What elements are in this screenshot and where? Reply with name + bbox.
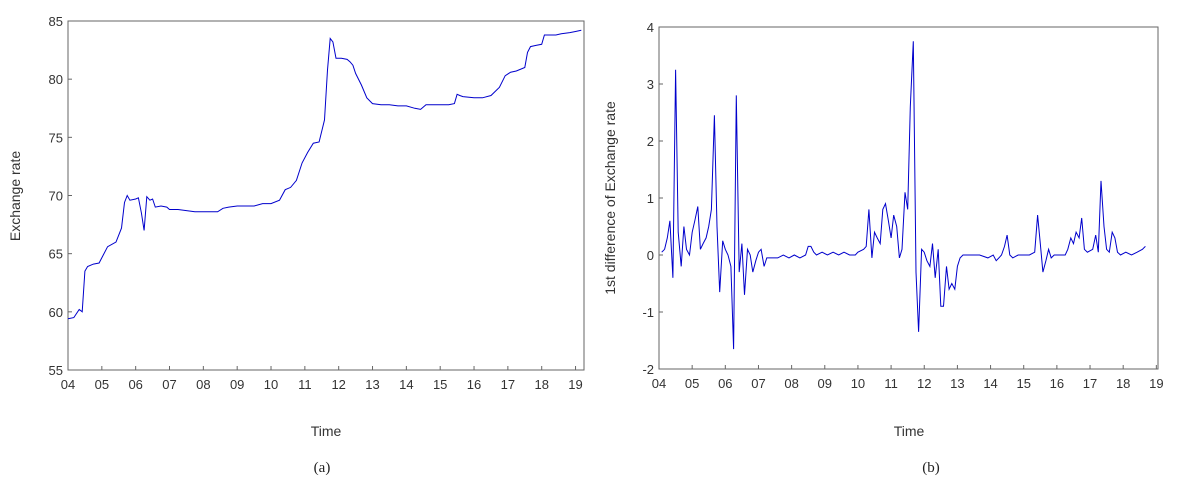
chart-b-x-ticks: 04 05 06 07 08 09 10 11 12 13 14 15 16 17 18 19 xyxy=(652,365,1164,391)
chart-b-caption: (b) xyxy=(922,460,940,476)
chart-b-x-tick-label: 08 xyxy=(784,376,798,391)
chart-b-x-tick-label: 16 xyxy=(1050,376,1064,391)
chart-a-x-tick-label: 09 xyxy=(230,377,244,392)
chart-a-x-tick-label: 04 xyxy=(61,377,75,392)
chart-a-series-line xyxy=(67,29,582,320)
chart-a-y-tick-label: 60 xyxy=(49,305,63,320)
chart-a-y-axis-title: Exchange rate xyxy=(7,151,23,241)
chart-a: 55 60 65 70 75 80 85 04 05 06 07 08 09 10 11 12 13 14 15 1… xyxy=(7,14,585,476)
chart-a-x-tick-label: 06 xyxy=(128,377,142,392)
chart-a-x-tick-label: 08 xyxy=(196,377,210,392)
chart-a-y-tick-label: 65 xyxy=(49,247,63,262)
chart-a-x-tick-label: 05 xyxy=(95,377,109,392)
chart-b-x-tick-label: 11 xyxy=(884,376,898,391)
chart-b-y-ticks: -2 -1 0 1 2 3 4 xyxy=(642,20,663,377)
chart-a-y-tick-label: 70 xyxy=(49,189,63,204)
chart-b-y-axis-title: 1st difference of Exchange rate xyxy=(602,101,618,295)
chart-b-x-tick-label: 18 xyxy=(1116,376,1130,391)
chart-b-series-line xyxy=(661,41,1146,350)
chart-b-y-tick-label: -1 xyxy=(642,305,654,320)
chart-b-y-tick-label: 4 xyxy=(647,20,654,35)
chart-a-plot-frame xyxy=(67,20,585,371)
chart-b-y-tick-label: 1 xyxy=(647,191,654,206)
chart-b-x-tick-label: 15 xyxy=(1016,376,1030,391)
chart-a-x-tick-label: 16 xyxy=(467,377,481,392)
chart-b-x-tick-label: 14 xyxy=(983,376,997,391)
chart-b-x-tick-label: 17 xyxy=(1083,376,1097,391)
chart-b-x-tick-label: 07 xyxy=(751,376,765,391)
chart-b-plot-frame xyxy=(658,26,1159,370)
chart-a-y-tick-label: 75 xyxy=(49,130,63,145)
chart-a-y-tick-label: 80 xyxy=(49,72,63,87)
chart-b-x-tick-label: 19 xyxy=(1149,376,1163,391)
chart-a-x-ticks: 04 05 06 07 08 09 10 11 12 13 14 15 16 17 18 19 xyxy=(61,366,583,392)
chart-a-caption: (a) xyxy=(314,460,331,476)
chart-a-x-tick-label: 07 xyxy=(162,377,176,392)
chart-a-x-tick-label: 19 xyxy=(568,377,582,392)
chart-a-x-tick-label: 11 xyxy=(298,377,312,392)
chart-b-y-tick-label: 0 xyxy=(647,248,654,263)
chart-b-y-tick-label: 2 xyxy=(647,134,654,149)
chart-a-y-tick-label: 55 xyxy=(49,363,63,378)
chart-b-y-tick-label: 3 xyxy=(647,77,654,92)
chart-a-x-tick-label: 15 xyxy=(433,377,447,392)
chart-b-x-tick-label: 04 xyxy=(652,376,666,391)
chart-a-x-tick-label: 18 xyxy=(534,377,548,392)
chart-a-x-tick-label: 17 xyxy=(501,377,515,392)
chart-b-x-tick-label: 13 xyxy=(950,376,964,391)
chart-b-x-tick-label: 10 xyxy=(851,376,865,391)
chart-a-y-ticks: 55 60 65 70 75 80 85 xyxy=(49,14,72,378)
chart-b-x-tick-label: 05 xyxy=(685,376,699,391)
chart-b-x-tick-label: 09 xyxy=(818,376,832,391)
chart-a-y-tick-label: 85 xyxy=(49,14,63,29)
chart-b-x-axis-title: Time xyxy=(894,423,925,439)
chart-a-x-tick-label: 14 xyxy=(399,377,413,392)
chart-b-x-tick-label: 06 xyxy=(718,376,732,391)
chart-b-y-tick-label: -2 xyxy=(642,362,654,377)
chart-a-x-tick-label: 10 xyxy=(264,377,278,392)
chart-b-x-tick-label: 12 xyxy=(917,376,931,391)
chart-a-x-axis-title: Time xyxy=(311,423,342,439)
chart-a-x-tick-label: 12 xyxy=(331,377,345,392)
chart-a-x-tick-label: 13 xyxy=(365,377,379,392)
